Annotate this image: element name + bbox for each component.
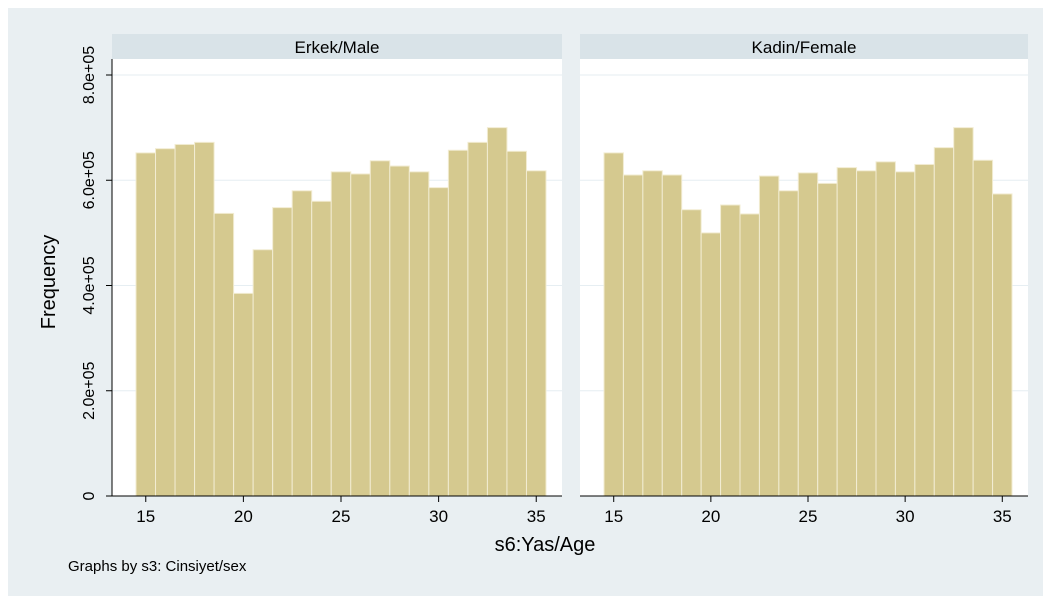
- panel-male: Erkek/Male 0 2.0e+05 4.0e+05 6.0e+05 8.0…: [81, 34, 562, 526]
- histogram-bar-male-17: [174, 143, 196, 497]
- x-ticks-female: 15 20 25 30 35: [604, 496, 1012, 526]
- x-axis-title: s6:Yas/Age: [495, 534, 596, 556]
- histogram-bar-female-26: [817, 182, 838, 497]
- histogram-bar-female-18: [661, 174, 683, 497]
- y-tick-label: 8.0e+05: [81, 46, 98, 104]
- histogram-bar-male-28: [389, 165, 410, 497]
- y-ticks-male: 0 2.0e+05 4.0e+05 6.0e+05 8.0e+05: [81, 46, 112, 500]
- histogram-bar-male-31: [447, 149, 469, 497]
- histogram-bar-male-33: [486, 127, 508, 497]
- histogram-bar-female-22: [739, 213, 760, 497]
- histogram-bar-male-18: [194, 141, 215, 497]
- histogram-bar-male-34: [506, 150, 527, 497]
- panel-female: Kadin/Female 15 20 25 30 35: [580, 34, 1028, 526]
- histogram-bar-female-23: [758, 175, 780, 497]
- panel-title-female: Kadin/Female: [752, 38, 857, 57]
- x-tick-label: 30: [429, 507, 448, 526]
- histogram-bar-female-31: [914, 163, 935, 497]
- y-tick-label: 6.0e+05: [81, 151, 98, 209]
- histogram-bar-male-21: [252, 249, 274, 497]
- histogram-bar-female-16: [622, 174, 644, 497]
- histogram-bar-female-33: [953, 127, 974, 497]
- graph-note: Graphs by s3: Cinsiyet/sex: [68, 558, 247, 575]
- x-tick-label: 35: [993, 507, 1012, 526]
- histogram-bar-female-17: [642, 170, 663, 497]
- histogram-bar-female-32: [933, 147, 955, 497]
- panel-strip-male: [112, 34, 562, 59]
- histogram-bar-male-25: [330, 171, 352, 497]
- histogram-bar-female-21: [720, 204, 741, 497]
- histogram-bar-female-29: [875, 161, 896, 497]
- x-tick-label: 30: [896, 507, 915, 526]
- histogram-bar-female-24: [778, 190, 799, 497]
- x-ticks-male: 15 20 25 30 35: [136, 496, 546, 526]
- histogram-bar-male-24: [311, 200, 332, 497]
- x-tick-label: 15: [136, 507, 155, 526]
- y-tick-label: 2.0e+05: [81, 362, 98, 420]
- x-tick-label: 25: [332, 507, 351, 526]
- histogram-bar-male-29: [408, 171, 430, 497]
- x-tick-label: 20: [234, 507, 253, 526]
- y-tick-label: 0: [81, 491, 98, 500]
- histogram-bar-male-20: [233, 292, 254, 497]
- x-tick-label: 20: [701, 507, 720, 526]
- histogram-bar-female-25: [797, 172, 819, 497]
- histogram-bar-female-15: [603, 152, 624, 497]
- histogram-bar-female-34: [972, 159, 994, 497]
- histogram-bar-male-32: [467, 141, 488, 497]
- histogram-bar-male-30: [428, 187, 449, 497]
- y-tick-label: 4.0e+05: [81, 256, 98, 314]
- histogram-bar-male-19: [213, 212, 235, 497]
- y-axis-title: Frequency: [38, 235, 60, 330]
- x-tick-label: 25: [799, 507, 818, 526]
- histogram-bar-male-23: [291, 190, 313, 497]
- histogram-bar-female-20: [700, 232, 722, 497]
- x-tick-label: 15: [604, 507, 623, 526]
- histogram-bar-female-35: [992, 193, 1013, 497]
- histogram-bar-female-19: [681, 209, 702, 497]
- histogram-bar-female-28: [856, 170, 877, 497]
- histogram-bar-male-15: [135, 152, 157, 497]
- x-tick-label: 35: [527, 507, 546, 526]
- panel-strip-female: [580, 34, 1028, 59]
- histogram-bar-male-27: [369, 160, 391, 497]
- histogram-bar-male-26: [350, 173, 371, 497]
- histogram-bar-male-16: [155, 148, 176, 497]
- panel-title-male: Erkek/Male: [294, 38, 379, 57]
- histogram-bar-female-27: [836, 167, 858, 497]
- histogram-bar-male-22: [272, 207, 293, 497]
- histogram-bar-female-30: [894, 171, 916, 497]
- histogram-bar-male-35: [525, 170, 547, 497]
- bars-female: [603, 127, 1013, 497]
- bars-male: [135, 127, 547, 497]
